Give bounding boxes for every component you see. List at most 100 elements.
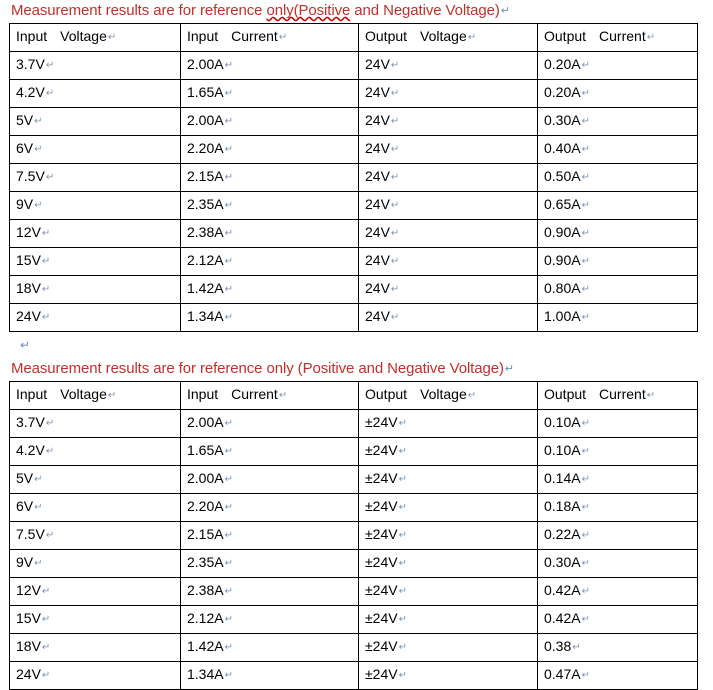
cell-value: 1.42A xyxy=(187,638,224,654)
cell-output-current: 0.10A↵ xyxy=(537,437,698,466)
cell-output-current: 0.22A↵ xyxy=(537,521,698,550)
table-row: 24V↵ 1.34A↵ ±24V↵ 0.47A↵ xyxy=(9,661,698,690)
cell-value: ±24V xyxy=(365,470,398,486)
cell-value: ±24V xyxy=(365,414,398,430)
column-header-output-current: Output Current↵ xyxy=(537,381,698,410)
paragraph-mark-icon: ↵ xyxy=(581,144,590,155)
paragraph-mark-icon: ↵ xyxy=(224,558,233,569)
table-header-row: Input Voltage↵ Input Current↵ Output Voltag… xyxy=(9,23,698,52)
paragraph-mark-icon: ↵ xyxy=(45,172,55,183)
table-1-title-spellchecked-word: only(Positive xyxy=(266,2,351,19)
paragraph-mark-icon: ↵ xyxy=(34,558,43,569)
cell-output-voltage: ±24V↵ xyxy=(358,661,538,690)
cell-value: 0.90A xyxy=(544,224,581,240)
table-row: 15V↵ 2.12A↵ ±24V↵ 0.42A↵ xyxy=(9,605,698,634)
cell-output-current: 0.65A↵ xyxy=(537,191,698,220)
table-1-title-suffix: and Negative Voltage) xyxy=(350,2,500,19)
paragraph-mark-icon: ↵ xyxy=(41,312,51,323)
cell-output-current: 0.40A↵ xyxy=(537,135,698,164)
cell-input-voltage: 9V↵ xyxy=(9,549,181,578)
cell-value: 12V xyxy=(16,582,41,598)
table-row: 4.2V↵ 1.65A↵ ±24V↵ 0.10A↵ xyxy=(9,437,698,466)
cell-output-voltage: 24V↵ xyxy=(358,275,538,304)
cell-value: ±24V xyxy=(365,666,398,682)
header-word-1: Input xyxy=(187,386,219,402)
cell-value: ±24V xyxy=(365,442,398,458)
cell-value: ±24V xyxy=(365,638,398,654)
paragraph-mark-icon: ↵ xyxy=(20,338,31,352)
cell-value: 0.38 xyxy=(544,638,572,654)
cell-value: ±24V xyxy=(365,582,398,598)
paragraph-mark-icon: ↵ xyxy=(34,200,43,211)
column-header-input-voltage: Input Voltage↵ xyxy=(9,381,181,410)
cell-value: 1.00A xyxy=(544,308,581,324)
cell-output-current: 0.90A↵ xyxy=(537,219,698,248)
paragraph-mark-icon: ↵ xyxy=(390,312,400,323)
paragraph-mark-icon: ↵ xyxy=(390,200,400,211)
paragraph-mark-icon: ↵ xyxy=(278,32,288,43)
cell-value: ±24V xyxy=(365,610,398,626)
cell-output-current: 0.14A↵ xyxy=(537,465,698,494)
column-header-output-voltage: Output Voltage↵ xyxy=(358,381,538,410)
table-row: 6V↵ 2.20A↵ 24V↵ 0.40A↵ xyxy=(9,135,698,164)
cell-value: 4.2V xyxy=(16,442,45,458)
cell-value: 2.35A xyxy=(187,554,224,570)
document-page: Measurement results are for reference on… xyxy=(9,2,698,690)
measurement-table-2: Input Voltage↵ Input Current ↵ Output Voltag… xyxy=(9,381,698,690)
table-row: 12V↵ 2.38A↵ ±24V↵ 0.42A↵ xyxy=(9,577,698,606)
cell-value: 0.14A xyxy=(544,470,581,486)
paragraph-mark-icon: ↵ xyxy=(581,312,590,323)
cell-output-current: 0.30A↵ xyxy=(537,107,698,136)
table-row: 3.7V↵ 2.00A↵ ±24V↵ 0.10A↵ xyxy=(9,409,698,438)
cell-value: 0.18A xyxy=(544,498,581,514)
paragraph-mark-icon: ↵ xyxy=(398,474,407,485)
paragraph-mark-icon: ↵ xyxy=(581,670,590,681)
paragraph-mark-icon: ↵ xyxy=(390,228,400,239)
cell-value: 1.65A xyxy=(187,442,224,458)
cell-value: 3.7V xyxy=(16,414,45,430)
cell-value: 24V xyxy=(365,168,390,184)
paragraph-mark-icon: ↵ xyxy=(646,32,656,43)
paragraph-mark-icon: ↵ xyxy=(224,256,233,267)
table-row: 3.7V↵ 2.00A↵ 24V↵ 0.20A↵ xyxy=(9,51,698,80)
cell-input-current: 2.38A↵ xyxy=(180,219,359,248)
cell-value: 2.00A xyxy=(187,112,224,128)
header-word-2: Current xyxy=(599,386,646,402)
cell-value: ±24V xyxy=(365,498,398,514)
cell-value: 0.20A xyxy=(544,56,581,72)
paragraph-mark-icon: ↵ xyxy=(390,60,400,71)
cell-value: 24V xyxy=(16,666,41,682)
paragraph-mark-icon: ↵ xyxy=(34,474,43,485)
cell-input-current: 1.65A↵ xyxy=(180,437,359,466)
header-word-2: Current xyxy=(231,386,278,402)
cell-value: 0.42A xyxy=(544,582,581,598)
cell-input-current: 2.12A↵ xyxy=(180,247,359,276)
cell-value: 15V xyxy=(16,610,41,626)
paragraph-mark-icon: ↵ xyxy=(41,614,51,625)
cell-value: 0.10A xyxy=(544,442,581,458)
measurement-table-1: Input Voltage↵ Input Current↵ Output Voltag… xyxy=(9,23,698,332)
paragraph-mark-icon: ↵ xyxy=(45,60,55,71)
cell-input-current: 2.35A↵ xyxy=(180,549,359,578)
cell-value: 1.42A xyxy=(187,280,224,296)
cell-value: 0.10A xyxy=(544,414,581,430)
paragraph-mark-icon: ↵ xyxy=(107,390,117,401)
cell-value: 2.20A xyxy=(187,140,224,156)
cell-value: 0.22A xyxy=(544,526,581,542)
cell-value: ±24V xyxy=(365,526,398,542)
cell-input-voltage: 4.2V↵ xyxy=(9,79,181,108)
paragraph-mark-icon: ↵ xyxy=(581,200,590,211)
header-word-1: Output xyxy=(365,28,408,44)
paragraph-mark-icon: ↵ xyxy=(581,60,590,71)
cell-value: 2.12A xyxy=(187,252,224,268)
cell-output-voltage: 24V↵ xyxy=(358,247,538,276)
cell-input-current: 2.12A↵ xyxy=(180,605,359,634)
cell-value: 0.30A xyxy=(544,554,581,570)
paragraph-mark-icon: ↵ xyxy=(45,446,55,457)
cell-input-voltage: 24V↵ xyxy=(9,303,181,332)
cell-value: 2.35A xyxy=(187,196,224,212)
measurement-table-2-body: 3.7V↵ 2.00A↵ ±24V↵ 0.10A↵ 4.2V↵ 1.65A↵ ±24V↵ 0… xyxy=(9,409,698,690)
paragraph-mark-icon: ↵ xyxy=(398,586,407,597)
cell-value: 0.65A xyxy=(544,196,581,212)
cell-output-current: 0.50A↵ xyxy=(537,163,698,192)
